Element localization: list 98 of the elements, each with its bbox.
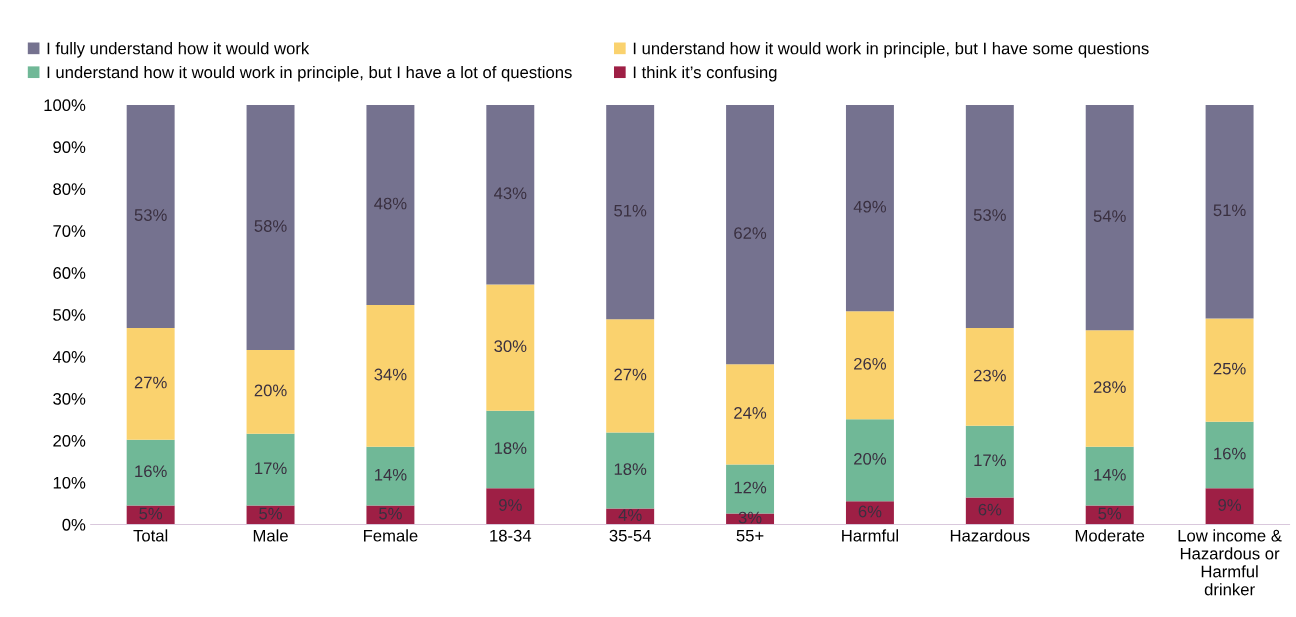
bar — [965, 328, 1014, 426]
y-tick-label: 0% — [62, 518, 86, 531]
y-tick-label: 10% — [53, 476, 86, 489]
data-label: 14% — [1094, 468, 1126, 481]
y-tick-label: 30% — [53, 392, 86, 405]
bar — [845, 501, 894, 525]
data-label: 30% — [494, 340, 527, 353]
data-label: 18% — [614, 463, 647, 476]
y-tick-label: 80% — [53, 183, 86, 196]
y-tick-label: 70% — [53, 225, 86, 237]
bar — [1085, 330, 1134, 447]
data-label: 27% — [614, 368, 647, 381]
data-label: 20% — [854, 452, 887, 465]
bar — [366, 446, 415, 506]
x-tick-label: Total — [133, 529, 168, 542]
legend-label: I fully understand how it would work — [47, 42, 310, 58]
data-label: 5% — [259, 507, 282, 520]
bar — [246, 433, 295, 506]
y-tick-label: 20% — [53, 434, 86, 447]
data-label: 17% — [974, 454, 1006, 467]
data-label: 27% — [134, 376, 167, 389]
data-label: 5% — [139, 507, 163, 520]
bar — [246, 104, 295, 350]
bar — [606, 104, 655, 320]
bar — [366, 104, 415, 306]
x-tick-label: Low income & Hazardous or Harmful drinker — [1178, 529, 1282, 596]
data-label: 14% — [375, 468, 407, 481]
bar — [1085, 104, 1134, 331]
data-label: 53% — [973, 209, 1006, 221]
x-tick-label: 35-54 — [609, 529, 652, 542]
data-label: 48% — [374, 197, 407, 210]
data-label: 43% — [494, 187, 527, 200]
data-label: 18% — [494, 442, 527, 455]
bar — [606, 319, 655, 433]
data-label: 62% — [734, 227, 767, 240]
bar — [486, 104, 535, 285]
data-label: 6% — [978, 503, 1002, 516]
y-tick-label: 90% — [53, 141, 86, 154]
data-label: 16% — [1214, 447, 1246, 460]
bar — [1205, 104, 1254, 319]
data-label: 23% — [973, 369, 1006, 382]
bar — [366, 305, 415, 447]
bar — [126, 439, 175, 506]
data-label: 5% — [379, 507, 402, 520]
data-label: 53% — [134, 209, 167, 221]
data-label: 4% — [618, 509, 642, 521]
data-label: 20% — [254, 384, 287, 397]
data-label: 16% — [135, 465, 167, 478]
bar — [965, 497, 1014, 525]
bar — [965, 425, 1014, 498]
x-tick-label: 18-34 — [490, 529, 532, 542]
data-label: 49% — [853, 200, 887, 213]
data-label: 54% — [1093, 210, 1126, 223]
data-label: 28% — [1093, 381, 1126, 393]
bar — [486, 410, 535, 489]
bar — [486, 284, 535, 411]
bar — [1205, 318, 1254, 422]
bar — [126, 104, 175, 329]
bar — [726, 364, 775, 465]
bar — [726, 104, 775, 365]
legend-label: I understand how it would work in principle, but I have some questions — [633, 42, 1149, 58]
data-label: 51% — [1213, 204, 1246, 217]
bar — [1205, 488, 1254, 525]
bar — [845, 104, 894, 312]
bar — [1085, 446, 1134, 506]
data-label: 6% — [858, 505, 882, 518]
y-tick-label: 60% — [53, 267, 86, 279]
x-tick-label: Male — [253, 529, 288, 542]
data-label: 12% — [734, 481, 767, 494]
data-label: 9% — [1218, 499, 1242, 511]
legend-label: I understand how it would work in principle, but I have a lot of questions — [47, 65, 572, 82]
bar — [845, 311, 894, 420]
data-label: 9% — [499, 499, 522, 511]
y-tick-label: 50% — [53, 309, 86, 321]
x-tick-label: 55+ — [736, 529, 764, 542]
x-tick-label: Harmful — [842, 529, 898, 542]
bar — [1205, 421, 1254, 489]
data-label: 25% — [1213, 362, 1246, 375]
bar — [246, 349, 295, 434]
data-label: 51% — [614, 204, 647, 217]
bar — [606, 432, 655, 509]
bar — [486, 488, 535, 525]
data-label: 34% — [374, 368, 407, 381]
bar — [845, 419, 894, 502]
data-label: 5% — [1098, 507, 1122, 520]
legend-label: I think it’s confusing — [633, 65, 777, 82]
data-label: 58% — [254, 220, 287, 232]
bar — [965, 104, 1014, 329]
y-tick-label: 40% — [52, 351, 86, 363]
data-label: 17% — [255, 462, 287, 475]
data-label: 24% — [734, 406, 767, 419]
data-label: 3% — [738, 511, 762, 524]
x-tick-label: Moderate — [1075, 529, 1145, 542]
x-tick-label: Female — [364, 529, 418, 542]
bar — [126, 328, 175, 440]
x-tick-label: Hazardous — [950, 529, 1030, 542]
data-label: 26% — [854, 357, 887, 370]
y-tick-label: 100% — [44, 99, 86, 112]
